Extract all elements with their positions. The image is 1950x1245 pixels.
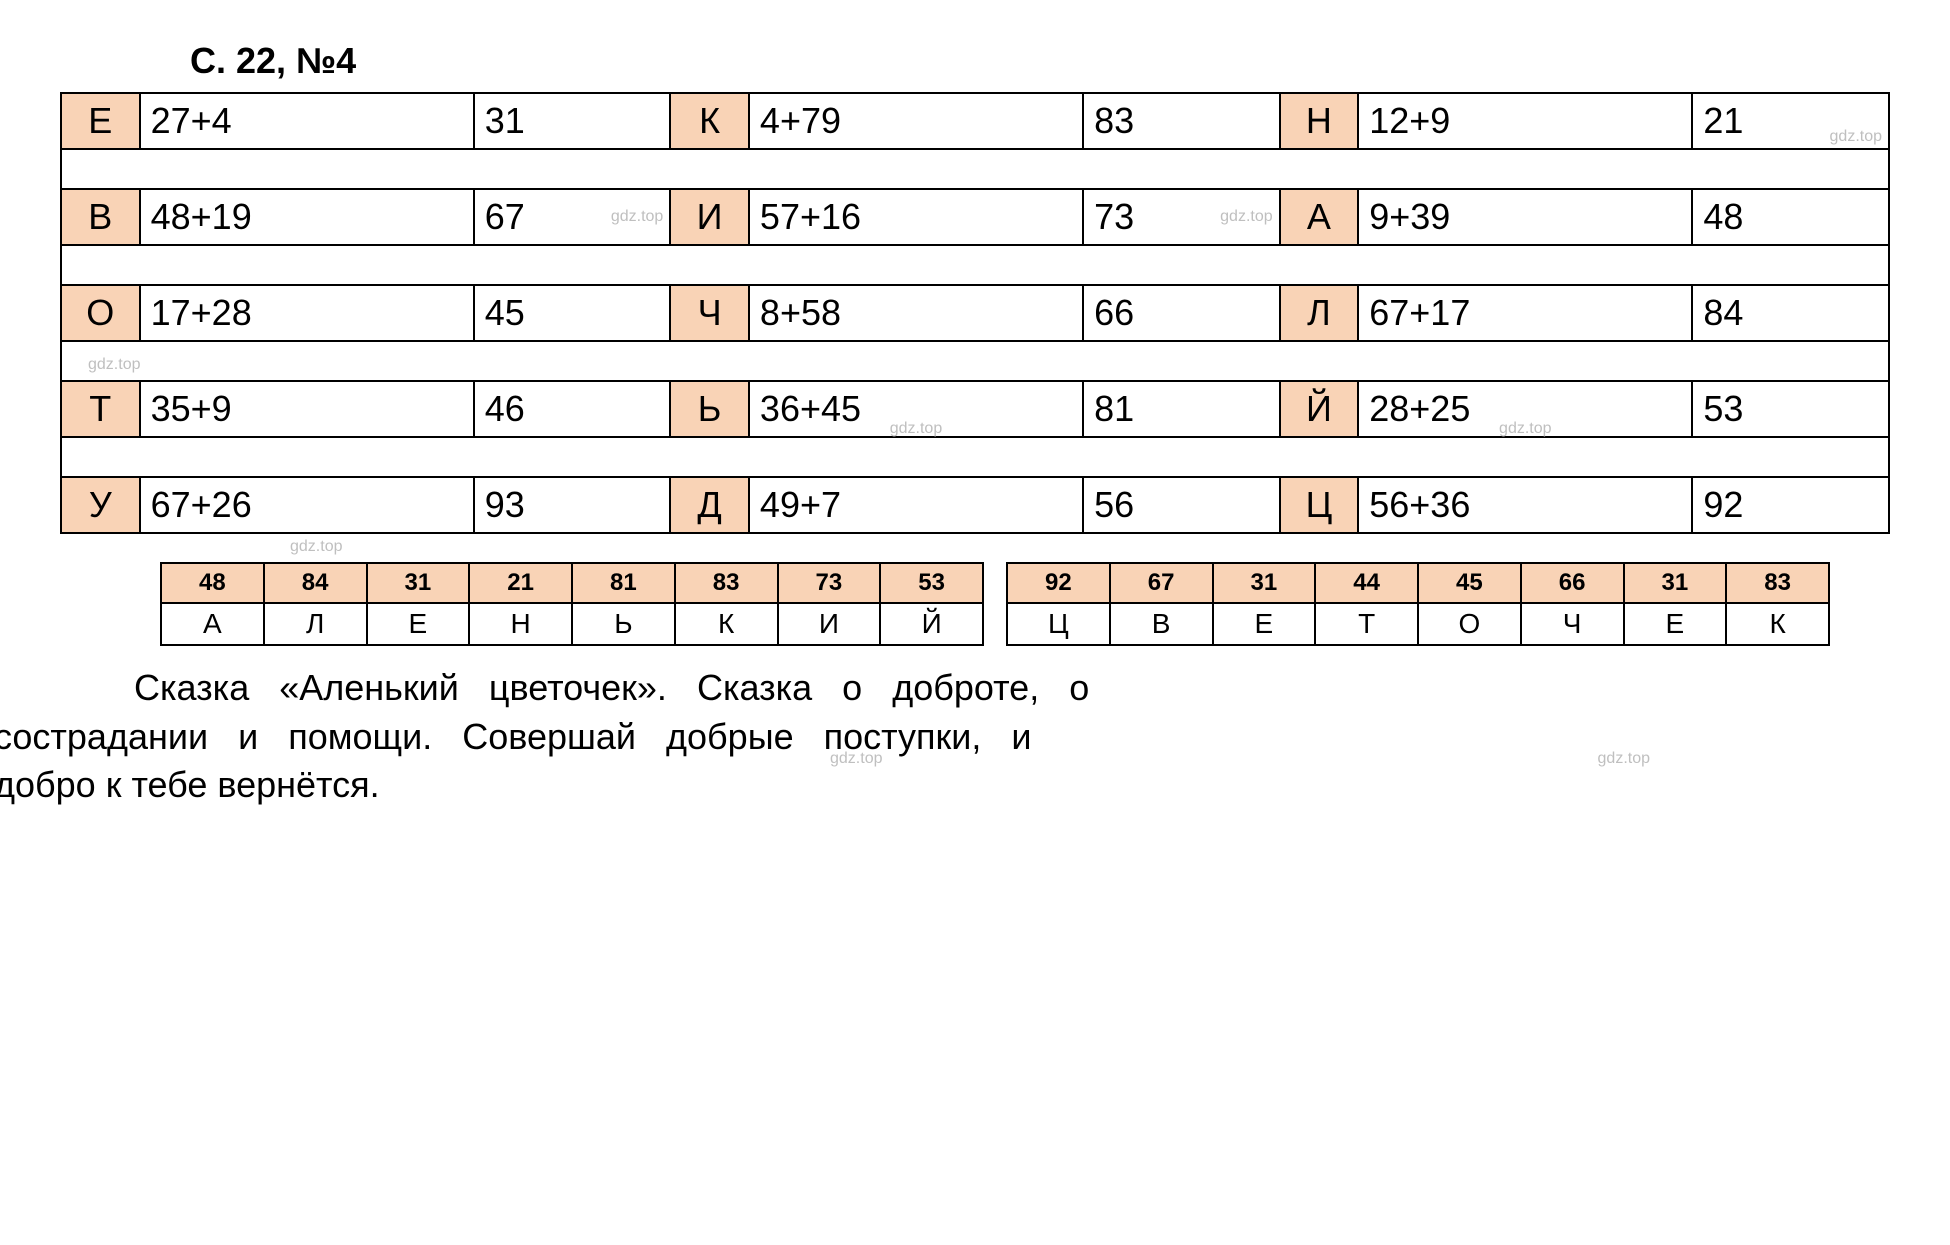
- cipher-answer: 53: [1692, 381, 1889, 437]
- decoder-letter: Ц: [1007, 603, 1110, 645]
- decoder-number: 31: [367, 563, 470, 603]
- cipher-answer: 93: [474, 477, 671, 533]
- decoder-letter: Е: [367, 603, 470, 645]
- decoder-number: 84: [264, 563, 367, 603]
- spacer-row: [61, 149, 1889, 189]
- decoder-gap: [983, 563, 1007, 603]
- cipher-answer: 73gdz.top: [1083, 189, 1280, 245]
- cipher-expression: 49+7: [749, 477, 1083, 533]
- cipher-answer: 81: [1083, 381, 1280, 437]
- cipher-expression: 48+19: [140, 189, 474, 245]
- decoder-number: 83: [675, 563, 778, 603]
- decoder-letter: А: [161, 603, 264, 645]
- cipher-answer: 31: [474, 93, 671, 149]
- cipher-letter: В: [61, 189, 140, 245]
- decoder-letter: О: [1418, 603, 1521, 645]
- decoder-letter: Л: [264, 603, 367, 645]
- decoder-number: 73: [778, 563, 881, 603]
- cipher-answer: 92: [1692, 477, 1889, 533]
- cipher-expression: 17+28: [140, 285, 474, 341]
- cipher-answer: 83: [1083, 93, 1280, 149]
- spacer-row: gdz.top: [61, 341, 1889, 381]
- cipher-answer: 67gdz.top: [474, 189, 671, 245]
- cipher-answer: 66: [1083, 285, 1280, 341]
- watermark: gdz.top: [1220, 208, 1272, 226]
- decoder-number: 66: [1521, 563, 1624, 603]
- decoder-letter: К: [1726, 603, 1829, 645]
- decoder-number: 81: [572, 563, 675, 603]
- caption-text: добро к тебе вернётся.: [0, 764, 380, 805]
- cipher-answer: 46: [474, 381, 671, 437]
- cipher-expression: 12+9: [1358, 93, 1692, 149]
- cipher-answer: 56: [1083, 477, 1280, 533]
- cipher-answer: 45: [474, 285, 671, 341]
- watermark: gdz.top: [88, 356, 140, 373]
- cipher-expression: 8+58: [749, 285, 1083, 341]
- cipher-expression: 35+9: [140, 381, 474, 437]
- decoder-letter: Ь: [572, 603, 675, 645]
- cipher-letter: Л: [1280, 285, 1359, 341]
- cipher-letter: А: [1280, 189, 1359, 245]
- cipher-letter: Ь: [670, 381, 749, 437]
- cipher-expression: 28+25gdz.top: [1358, 381, 1692, 437]
- cipher-answer: 21gdz.top: [1692, 93, 1889, 149]
- decoder-number: 67: [1110, 563, 1213, 603]
- decoder-number: 53: [880, 563, 983, 603]
- decoder-letter: И: [778, 603, 881, 645]
- spacer-row: [61, 437, 1889, 477]
- decoder-number: 21: [469, 563, 572, 603]
- decoder-letter: Т: [1315, 603, 1418, 645]
- cipher-letter: Д: [670, 477, 749, 533]
- decoder-letter: Ч: [1521, 603, 1624, 645]
- cipher-letter: Н: [1280, 93, 1359, 149]
- decoder-letter: Н: [469, 603, 572, 645]
- cipher-expression: 57+16: [749, 189, 1083, 245]
- cipher-letter: О: [61, 285, 140, 341]
- cipher-letter: Т: [61, 381, 140, 437]
- cipher-answer: 84: [1692, 285, 1889, 341]
- decoder-letter: К: [675, 603, 778, 645]
- cipher-letter: Ц: [1280, 477, 1359, 533]
- cipher-letter: Й: [1280, 381, 1359, 437]
- watermark: gdz.top: [1499, 420, 1551, 438]
- caption-text: Сказка «Аленький цветочек». Сказка о доб…: [134, 667, 1089, 708]
- cipher-table: Е27+431К4+7983Н12+921gdz.top В48+1967gdz.…: [60, 92, 1890, 534]
- caption-text: сострадании и помощи. Совершай добрые по…: [0, 716, 1031, 757]
- cipher-expression: 56+36: [1358, 477, 1692, 533]
- decoder-number: 83: [1726, 563, 1829, 603]
- watermark: gdz.top: [1830, 128, 1882, 146]
- cipher-letter: Ч: [670, 285, 749, 341]
- caption-paragraph: Сказка «Аленький цветочек». Сказка о доб…: [60, 664, 1890, 810]
- decoder-table: 48843121818373539267314445663183АЛЕНЬКИЙ…: [160, 562, 1830, 646]
- decoder-gap: [983, 603, 1007, 645]
- cipher-letter: Е: [61, 93, 140, 149]
- decoder-letter: Й: [880, 603, 983, 645]
- cipher-expression: 67+17: [1358, 285, 1692, 341]
- cipher-expression: 9+39: [1358, 189, 1692, 245]
- page-header: С. 22, №4: [190, 40, 1890, 82]
- decoder-number: 45: [1418, 563, 1521, 603]
- decoder-letter: Е: [1213, 603, 1316, 645]
- decoder-number: 48: [161, 563, 264, 603]
- cipher-answer: 48: [1692, 189, 1889, 245]
- watermark: gdz.top: [290, 538, 342, 556]
- decoder-number: 44: [1315, 563, 1418, 603]
- cipher-expression: 27+4: [140, 93, 474, 149]
- decoder-number: 31: [1213, 563, 1316, 603]
- spacer-row: [61, 245, 1889, 285]
- decoder-number: 31: [1624, 563, 1727, 603]
- cipher-expression: 4+79: [749, 93, 1083, 149]
- cipher-expression: 36+45gdz.top: [749, 381, 1083, 437]
- decoder-section: gdz.top 48843121818373539267314445663183…: [60, 562, 1890, 646]
- decoder-letter: В: [1110, 603, 1213, 645]
- decoder-letter: Е: [1624, 603, 1727, 645]
- watermark: gdz.top: [890, 420, 942, 438]
- watermark: gdz.top: [611, 208, 663, 226]
- cipher-letter: У: [61, 477, 140, 533]
- cipher-expression: 67+26: [140, 477, 474, 533]
- cipher-letter: И: [670, 189, 749, 245]
- decoder-number: 92: [1007, 563, 1110, 603]
- cipher-letter: К: [670, 93, 749, 149]
- watermark: gdz.top: [1528, 748, 1650, 770]
